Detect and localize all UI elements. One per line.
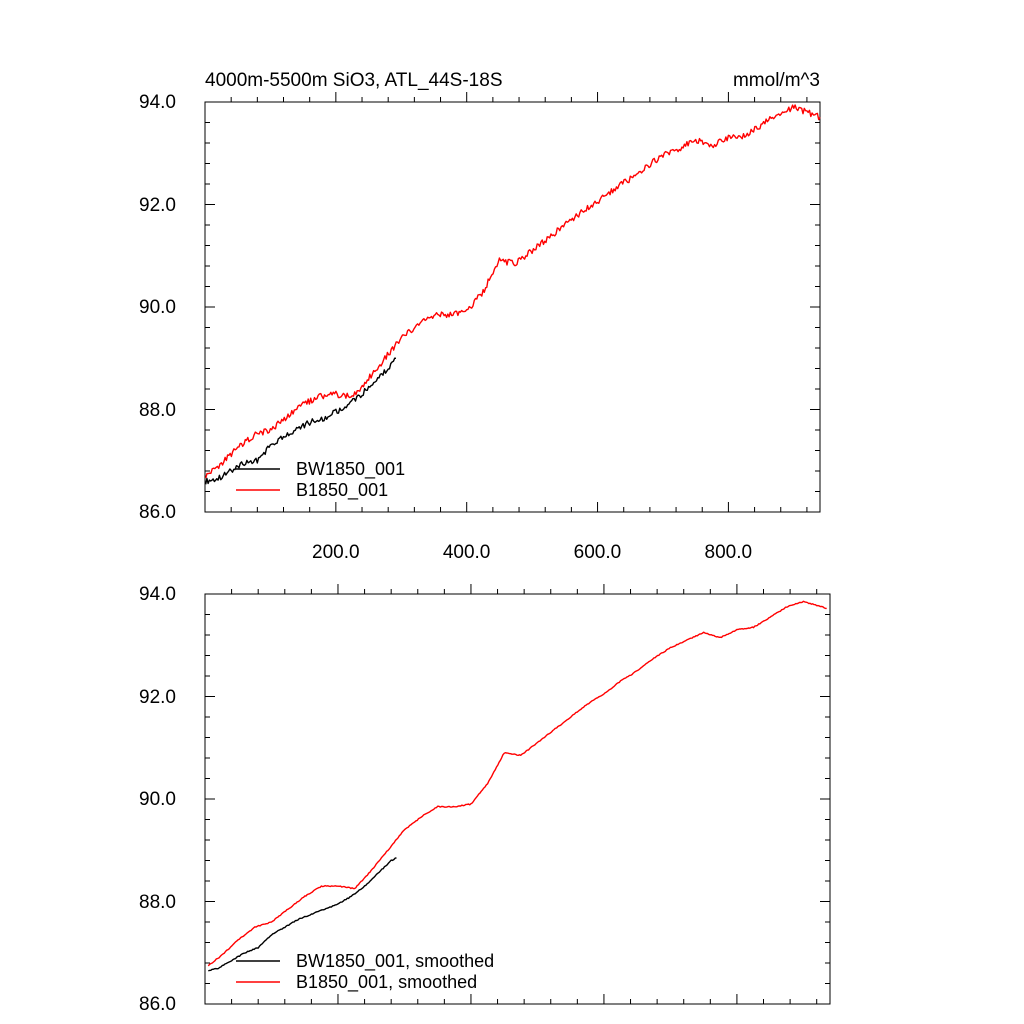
y-tick-label: 92.0 [139, 687, 176, 708]
legend-label-b1850: B1850_001 [296, 480, 388, 501]
top-panel: 4000m-5500m SiO3, ATL_44S-18S mmol/m^3 8… [139, 70, 821, 563]
legend-label-b1850-smoothed: B1850_001, smoothed [296, 972, 477, 993]
x-tick-label: 600.0 [574, 542, 622, 563]
tick-marks [205, 584, 830, 1005]
y-tick-label: 90.0 [139, 789, 176, 810]
y-tick-label: 86.0 [139, 994, 176, 1015]
x-tick-label: 400.0 [443, 542, 491, 563]
plot-frame [204, 593, 831, 1005]
series-line-bw1850-001-smoothed [208, 857, 397, 972]
y-tick-label: 92.0 [139, 195, 176, 216]
tick-marks [205, 92, 820, 513]
y-tick-label: 94.0 [139, 92, 176, 113]
plot-frame [204, 101, 821, 513]
y-tick-labels: 86.0 88.0 90.0 92.0 94.0 [139, 584, 176, 1015]
x-tick-label: 800.0 [705, 542, 753, 563]
y-tick-label: 88.0 [139, 892, 176, 913]
chart-title: 4000m-5500m SiO3, ATL_44S-18S [205, 70, 503, 91]
bottom-panel: 86.0 88.0 90.0 92.0 94.0 BW1850_001, smo… [139, 584, 831, 1015]
legend: BW1850_001, smoothed B1850_001, smoothed [236, 951, 494, 993]
y-tick-label: 94.0 [139, 584, 176, 605]
y-tick-label: 88.0 [139, 400, 176, 421]
series-line-b1850-001 [205, 104, 821, 479]
y-tick-label: 86.0 [139, 502, 176, 523]
units-label: mmol/m^3 [733, 70, 820, 91]
series-lines [207, 600, 827, 972]
x-tick-labels: 200.0 400.0 600.0 800.0 [312, 542, 752, 563]
series-line-bw1850-001 [205, 357, 397, 485]
legend-label-bw1850: BW1850_001 [296, 459, 405, 480]
legend: BW1850_001 B1850_001 [236, 459, 405, 501]
series-lines [205, 104, 821, 485]
x-tick-label: 200.0 [312, 542, 360, 563]
legend-label-bw1850-smoothed: BW1850_001, smoothed [296, 951, 494, 972]
y-tick-label: 90.0 [139, 297, 176, 318]
series-line-b1850-001-smoothed [207, 600, 827, 967]
y-tick-labels: 86.0 88.0 90.0 92.0 94.0 [139, 92, 176, 523]
